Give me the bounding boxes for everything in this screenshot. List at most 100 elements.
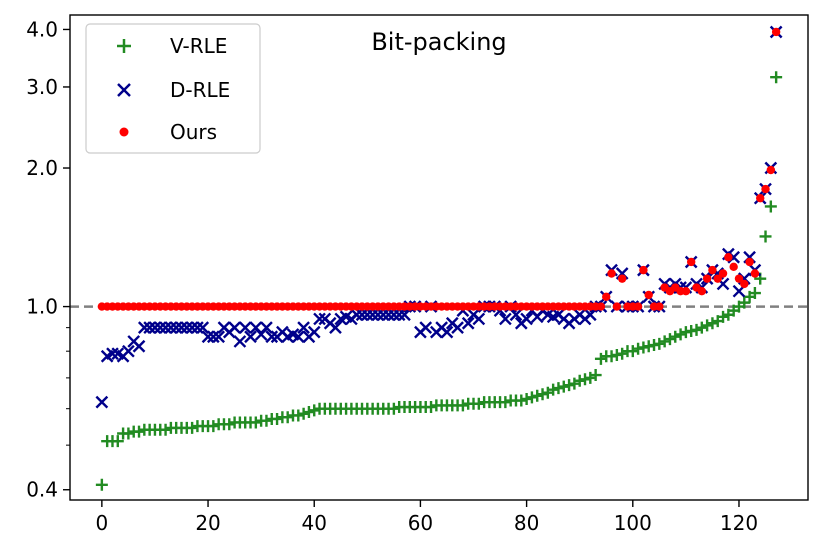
point-d-rle [180,321,194,334]
point-v-rle [95,478,108,491]
point-v-rle [674,328,687,341]
point-v-rle [648,339,661,352]
point-d-rle [329,321,342,334]
point-d-rle [313,312,326,326]
point-d-rle [440,325,454,339]
point-d-rle [143,321,156,334]
point-ours [718,269,728,278]
point-d-rle [169,321,183,334]
legend-label-v-rle: V-RLE [170,34,227,58]
legend-box [85,23,261,154]
point-v-rle [249,416,262,429]
point-v-rle [695,321,708,334]
point-v-rle [308,404,321,417]
point-d-rle [509,308,523,322]
point-v-rle [515,394,528,407]
y-tick-label: 1.0 [26,295,58,319]
y-tick-label: 3.0 [26,75,58,99]
x-tick-label: 20 [195,511,220,535]
point-d-rle [153,321,167,334]
point-d-rle [398,308,411,322]
point-v-rle [690,323,703,336]
point-v-rle [759,230,772,243]
point-v-rle [663,333,676,346]
point-d-rle [122,344,135,358]
point-v-rle [594,352,607,365]
point-d-rle [297,321,310,334]
point-v-rle [456,399,469,412]
x-axis: 0 20 40 60 80 100 120 [95,500,758,535]
point-v-rle [738,296,751,309]
point-ours [602,292,611,302]
point-ours [740,279,749,289]
point-v-rle [271,412,284,425]
point-ours [697,286,707,296]
point-ours [708,265,717,275]
point-v-rle [573,374,586,387]
point-v-rle [133,425,146,438]
point-d-rle [392,308,406,322]
point-d-rle [164,321,178,334]
point-v-rle [605,350,618,363]
point-v-rle [297,407,310,420]
point-d-rle [291,330,305,344]
point-d-rle [212,330,226,344]
point-v-rle [472,397,485,410]
point-d-rle [360,308,374,322]
point-v-rle [547,383,560,396]
point-ours [607,269,616,278]
x-tick-label: 60 [408,511,433,535]
point-d-rle [207,330,220,344]
point-ours [612,302,622,311]
point-d-rle [233,335,247,348]
point-d-rle [366,308,379,322]
point-v-rle [281,411,294,424]
point-d-rle [350,308,364,322]
point-v-rle [260,414,273,427]
point-d-rle [520,312,533,326]
point-ours [655,302,664,311]
y-tick-label: 0.4 [26,478,58,502]
point-v-rle [717,310,730,323]
point-d-rle [238,321,252,334]
point-d-rle [201,330,215,344]
point-v-rle [186,421,199,434]
point-v-rle [387,402,400,415]
point-v-rle [159,423,172,436]
legend-label-d-rle: D-RLE [170,78,230,102]
point-d-rle [148,321,162,334]
point-v-rle [669,330,682,343]
point-v-rle [626,345,639,358]
point-v-rle [632,342,645,355]
point-ours [713,274,722,283]
point-v-rle [557,380,570,393]
legend: V-RLE D-RLE Ours [85,23,261,154]
point-v-rle [701,319,714,332]
point-ours [756,193,765,203]
point-ours [639,265,648,275]
point-v-rle [770,71,783,84]
point-v-rle [764,200,777,213]
point-v-rle [637,341,650,354]
point-v-rle [642,340,655,353]
x-tick-label: 0 [95,511,108,535]
y-axis: 0.4 1.0 2.0 3.0 4.0 [26,17,70,502]
point-d-rle [472,312,486,326]
point-ours [681,286,691,296]
point-v-rle [111,435,124,448]
point-v-rle [499,396,512,409]
point-d-rle [95,395,109,409]
data-points [95,25,783,491]
point-ours [702,274,712,283]
point-d-rle [387,308,401,322]
point-d-rle [260,321,273,334]
point-ours [633,302,643,311]
series-ours [97,27,781,311]
point-v-rle [223,418,236,431]
point-ours [761,184,770,194]
point-d-rle [244,330,257,344]
point-d-rle [376,308,390,322]
legend-marker-d-rle [117,83,131,97]
point-d-rle [451,321,464,334]
point-v-rle [579,373,592,386]
